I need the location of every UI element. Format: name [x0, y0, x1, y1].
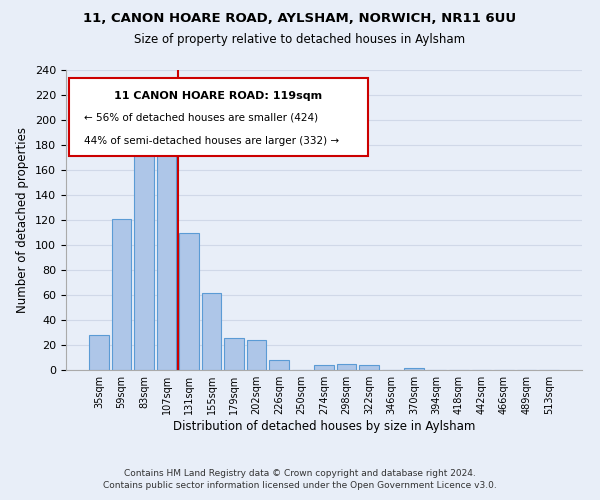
Bar — [134, 156, 154, 370]
Text: Size of property relative to detached houses in Aylsham: Size of property relative to detached ho… — [134, 32, 466, 46]
Y-axis label: Number of detached properties: Number of detached properties — [16, 127, 29, 313]
FancyBboxPatch shape — [68, 78, 368, 156]
Bar — [269, 360, 289, 370]
Bar — [224, 338, 244, 370]
Text: Contains HM Land Registry data © Crown copyright and database right 2024.: Contains HM Land Registry data © Crown c… — [124, 468, 476, 477]
Bar — [337, 364, 356, 370]
Bar — [314, 365, 334, 370]
Bar — [89, 335, 109, 370]
Text: ← 56% of detached houses are smaller (424): ← 56% of detached houses are smaller (42… — [84, 112, 318, 122]
Bar — [157, 124, 176, 370]
Bar — [112, 219, 131, 370]
Bar — [359, 365, 379, 370]
Text: 44% of semi-detached houses are larger (332) →: 44% of semi-detached houses are larger (… — [84, 136, 339, 146]
Bar — [247, 340, 266, 370]
Bar — [404, 368, 424, 370]
X-axis label: Distribution of detached houses by size in Aylsham: Distribution of detached houses by size … — [173, 420, 475, 433]
Bar — [179, 232, 199, 370]
Text: 11, CANON HOARE ROAD, AYLSHAM, NORWICH, NR11 6UU: 11, CANON HOARE ROAD, AYLSHAM, NORWICH, … — [83, 12, 517, 26]
Text: 11 CANON HOARE ROAD: 119sqm: 11 CANON HOARE ROAD: 119sqm — [114, 91, 322, 101]
Bar — [202, 292, 221, 370]
Text: Contains public sector information licensed under the Open Government Licence v3: Contains public sector information licen… — [103, 481, 497, 490]
